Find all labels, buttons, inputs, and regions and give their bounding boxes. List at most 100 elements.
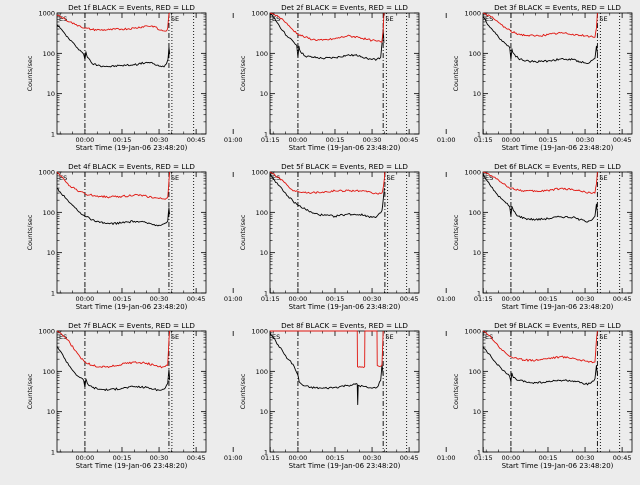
detector-panel: Det 8f BLACK = Events, RED = LLD Start Ti… xyxy=(239,321,493,470)
y-tick-label: 1000 xyxy=(464,10,481,18)
x-tick-label: 00:00 xyxy=(76,295,95,303)
x-tick-label: 01:15 xyxy=(261,454,280,462)
interval-label: SE xyxy=(171,174,179,182)
y-tick-label: 100 xyxy=(256,368,268,376)
y-tick-label: 100 xyxy=(43,50,55,58)
interval-label: ES xyxy=(485,333,493,341)
plot-frame xyxy=(482,330,633,453)
x-tick-label: 00:15 xyxy=(113,295,132,303)
x-tick-label: 00:45 xyxy=(187,136,206,144)
x-tick-label: 00:30 xyxy=(150,136,169,144)
x-axis-label: Start Time (19-Jan-06 23:48:20) xyxy=(76,144,188,152)
detector-panel: Det 4f BLACK = Events, RED = LLD Start Ti… xyxy=(26,162,280,311)
y-tick-label: 1 xyxy=(477,449,481,457)
y-tick-label: 1 xyxy=(51,290,55,298)
y-tick-label: 1 xyxy=(51,449,55,457)
x-tick-label: 00:45 xyxy=(400,136,419,144)
y-tick-label: 100 xyxy=(469,368,481,376)
y-tick-label: 1000 xyxy=(464,169,481,177)
panel-title: Det 1f BLACK = Events, RED = LLD xyxy=(68,3,195,12)
x-tick-label: 00:45 xyxy=(187,295,206,303)
x-tick-label: 00:15 xyxy=(539,136,558,144)
events-series-line xyxy=(269,173,385,219)
x-tick-label: 00:30 xyxy=(363,454,382,462)
x-tick-label: 00:15 xyxy=(326,454,345,462)
plot-frame xyxy=(269,330,420,453)
x-tick-label: 00:00 xyxy=(76,136,95,144)
x-tick-label: 00:15 xyxy=(326,136,345,144)
x-tick-label: 01:15 xyxy=(474,136,493,144)
x-tick-label: 01:00 xyxy=(437,454,456,462)
lld-series-line xyxy=(482,12,598,38)
x-axis-label: Start Time (19-Jan-06 23:48:20) xyxy=(289,462,401,470)
x-tick-label: 00:45 xyxy=(613,454,632,462)
y-tick-label: 10 xyxy=(47,249,55,257)
y-tick-label: 1 xyxy=(51,131,55,139)
x-tick-label: 01:15 xyxy=(261,295,280,303)
lld-series-line xyxy=(482,330,598,364)
x-tick-label: 00:45 xyxy=(400,295,419,303)
y-tick-label: 100 xyxy=(469,50,481,58)
x-tick-label: 00:15 xyxy=(326,295,345,303)
interval-label: ES xyxy=(272,333,280,341)
interval-label: SE xyxy=(385,15,393,23)
plot-frame xyxy=(269,171,420,294)
x-axis-label: Start Time (19-Jan-06 23:48:20) xyxy=(289,303,401,311)
events-series-line xyxy=(56,187,171,227)
lld-series-line xyxy=(56,330,171,369)
x-tick-label: 00:00 xyxy=(289,454,308,462)
x-tick-label: 00:15 xyxy=(113,136,132,144)
x-tick-label: 01:15 xyxy=(474,454,493,462)
x-tick-label: 00:45 xyxy=(613,295,632,303)
events-series-line xyxy=(482,346,598,386)
x-tick-label: 01:15 xyxy=(261,136,280,144)
y-tick-label: 1 xyxy=(477,290,481,298)
detector-panel: Det 7f BLACK = Events, RED = LLD Start Ti… xyxy=(26,321,280,470)
x-tick-label: 00:30 xyxy=(150,295,169,303)
interval-label: SE xyxy=(171,15,179,23)
y-axis-label: Counts/sec xyxy=(239,373,247,409)
detector-panel: Det 6f BLACK = Events, RED = LLD Start Ti… xyxy=(452,162,633,311)
x-tick-label: 00:15 xyxy=(113,454,132,462)
y-tick-label: 10 xyxy=(473,249,481,257)
y-tick-label: 1000 xyxy=(251,10,268,18)
plot-frame xyxy=(56,330,207,453)
x-tick-label: 00:30 xyxy=(576,295,595,303)
events-series-line xyxy=(56,24,171,68)
interval-label: ES xyxy=(485,174,493,182)
x-tick-label: 00:45 xyxy=(613,136,632,144)
interval-label: ES xyxy=(59,333,67,341)
x-axis-label: Start Time (19-Jan-06 23:48:20) xyxy=(289,144,401,152)
x-axis-label: Start Time (19-Jan-06 23:48:20) xyxy=(76,462,188,470)
y-tick-label: 100 xyxy=(43,368,55,376)
panel-title: Det 8f BLACK = Events, RED = LLD xyxy=(281,321,408,330)
panel-title: Det 3f BLACK = Events, RED = LLD xyxy=(494,3,621,12)
y-axis-label: Counts/sec xyxy=(26,373,34,409)
x-tick-label: 01:00 xyxy=(224,295,243,303)
interval-label: ES xyxy=(272,174,280,182)
x-tick-label: 00:00 xyxy=(502,136,521,144)
detector-panel: Det 1f BLACK = Events, RED = LLD Start Ti… xyxy=(26,3,280,152)
y-tick-label: 10 xyxy=(473,408,481,416)
y-axis-label: Counts/sec xyxy=(26,214,34,250)
interval-label: SE xyxy=(599,15,607,23)
plot-frame xyxy=(482,171,633,294)
plot-frame xyxy=(482,12,633,135)
x-tick-label: 00:30 xyxy=(150,454,169,462)
y-tick-label: 1000 xyxy=(251,169,268,177)
panel-title: Det 7f BLACK = Events, RED = LLD xyxy=(68,321,195,330)
y-tick-label: 1 xyxy=(477,131,481,139)
events-series-line xyxy=(482,173,598,223)
events-series-line xyxy=(269,13,385,61)
x-tick-label: 01:00 xyxy=(437,295,456,303)
plot-frame xyxy=(56,171,207,294)
y-tick-label: 1 xyxy=(264,290,268,298)
y-tick-label: 100 xyxy=(43,209,55,217)
detector-panel: Det 9f BLACK = Events, RED = LLD Start Ti… xyxy=(452,321,633,470)
y-tick-label: 1000 xyxy=(38,10,55,18)
panel-title: Det 9f BLACK = Events, RED = LLD xyxy=(494,321,621,330)
x-axis-label: Start Time (19-Jan-06 23:48:20) xyxy=(502,144,614,152)
interval-label: SE xyxy=(599,174,607,182)
